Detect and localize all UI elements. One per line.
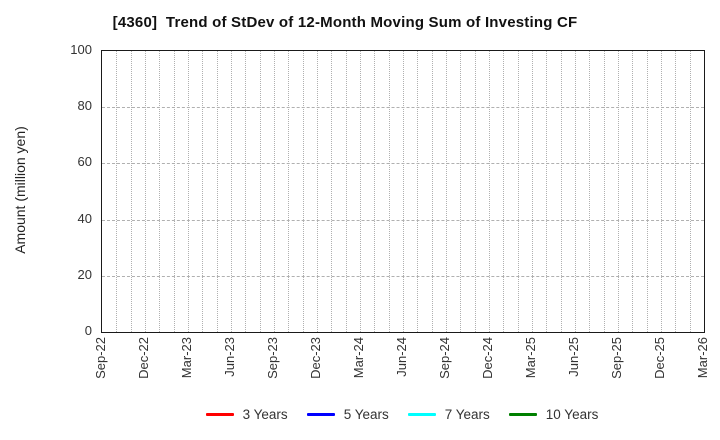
legend-label: 7 Years (444, 406, 490, 422)
x-tick-label: Mar-23 (179, 337, 194, 379)
vertical-gridline (274, 51, 275, 332)
vertical-gridline (446, 51, 447, 332)
vertical-gridline (231, 51, 232, 332)
legend-item: 5 Years (306, 406, 389, 422)
vertical-gridline (360, 51, 361, 332)
vertical-gridline (145, 51, 146, 332)
legend-line-swatch (407, 412, 436, 416)
vertical-gridline (130, 51, 132, 332)
vertical-gridline (159, 51, 161, 332)
x-tick-label: Dec-22 (136, 337, 151, 379)
vertical-gridline (202, 51, 204, 332)
vertical-gridline (259, 51, 261, 332)
y-tick-label: 40 (77, 210, 92, 226)
chart-title: [4360] Trend of StDev of 12-Month Moving… (112, 14, 578, 31)
x-tick-label: Dec-25 (652, 337, 667, 379)
x-tick-label: Sep-22 (93, 337, 108, 379)
x-tick-label: Sep-24 (437, 337, 452, 379)
y-tick-label: 60 (77, 154, 92, 170)
legend-label: 5 Years (343, 406, 389, 422)
vertical-gridline (173, 51, 175, 332)
y-tick-label: 100 (70, 42, 92, 57)
legend-item: 7 Years (407, 406, 490, 422)
legend: 3 Years 5 Years 7 Years 10 Years (101, 403, 703, 425)
vertical-gridline (331, 51, 333, 332)
vertical-gridline (302, 51, 304, 332)
x-tick-label: Jun-24 (394, 337, 409, 377)
vertical-gridline (632, 51, 634, 332)
horizontal-gridline (102, 275, 704, 277)
vertical-gridline (646, 51, 648, 332)
vertical-gridline (431, 51, 433, 332)
x-tick-label: Jun-23 (222, 337, 237, 377)
x-tick-label: Mar-26 (695, 337, 710, 379)
x-tick-label: Jun-25 (566, 337, 581, 377)
y-tick-label: 80 (77, 98, 92, 114)
horizontal-gridline (102, 107, 704, 109)
vertical-gridline (188, 51, 189, 332)
x-tick-label: Dec-23 (308, 337, 323, 379)
vertical-gridline (460, 51, 462, 332)
horizontal-gridline (102, 219, 704, 221)
vertical-gridline (546, 51, 548, 332)
x-tick-label: Sep-25 (609, 337, 624, 379)
vertical-gridline (474, 51, 476, 332)
vertical-gridline (417, 51, 419, 332)
vertical-gridline (288, 51, 290, 332)
x-tick-label: Sep-23 (265, 337, 280, 379)
legend-label: 10 Years (545, 406, 599, 422)
vertical-gridline (603, 51, 605, 332)
vertical-gridline (388, 51, 390, 332)
y-tick-label: 20 (77, 266, 92, 282)
vertical-gridline (216, 51, 218, 332)
y-axis-label: Amount (million yen) (12, 126, 28, 254)
vertical-gridline (374, 51, 376, 332)
vertical-gridline (675, 51, 677, 332)
x-tick-label: Mar-25 (523, 337, 538, 379)
vertical-gridline (489, 51, 490, 332)
y-tick-label: 0 (84, 323, 92, 338)
x-tick-label: Dec-24 (480, 337, 495, 379)
legend-label: 3 Years (242, 406, 288, 422)
vertical-gridline (589, 51, 591, 332)
horizontal-gridline (102, 163, 704, 165)
x-tick-label: Mar-24 (351, 337, 366, 379)
legend-line-swatch (306, 412, 335, 416)
vertical-gridline (560, 51, 562, 332)
vertical-gridline (503, 51, 505, 332)
vertical-gridline (517, 51, 519, 332)
legend-line-swatch (508, 412, 537, 416)
vertical-gridline (689, 51, 691, 332)
plot-area (101, 50, 705, 333)
vertical-gridline (403, 51, 404, 332)
vertical-gridline (618, 51, 619, 332)
legend-item: 10 Years (508, 406, 599, 422)
vertical-gridline (345, 51, 347, 332)
vertical-gridline (317, 51, 318, 332)
vertical-gridline (116, 51, 118, 332)
legend-item: 3 Years (205, 406, 288, 422)
vertical-gridline (245, 51, 247, 332)
vertical-gridline (660, 51, 662, 332)
vertical-gridline (575, 51, 576, 332)
legend-line-swatch (205, 412, 234, 416)
vertical-gridline (532, 51, 533, 332)
